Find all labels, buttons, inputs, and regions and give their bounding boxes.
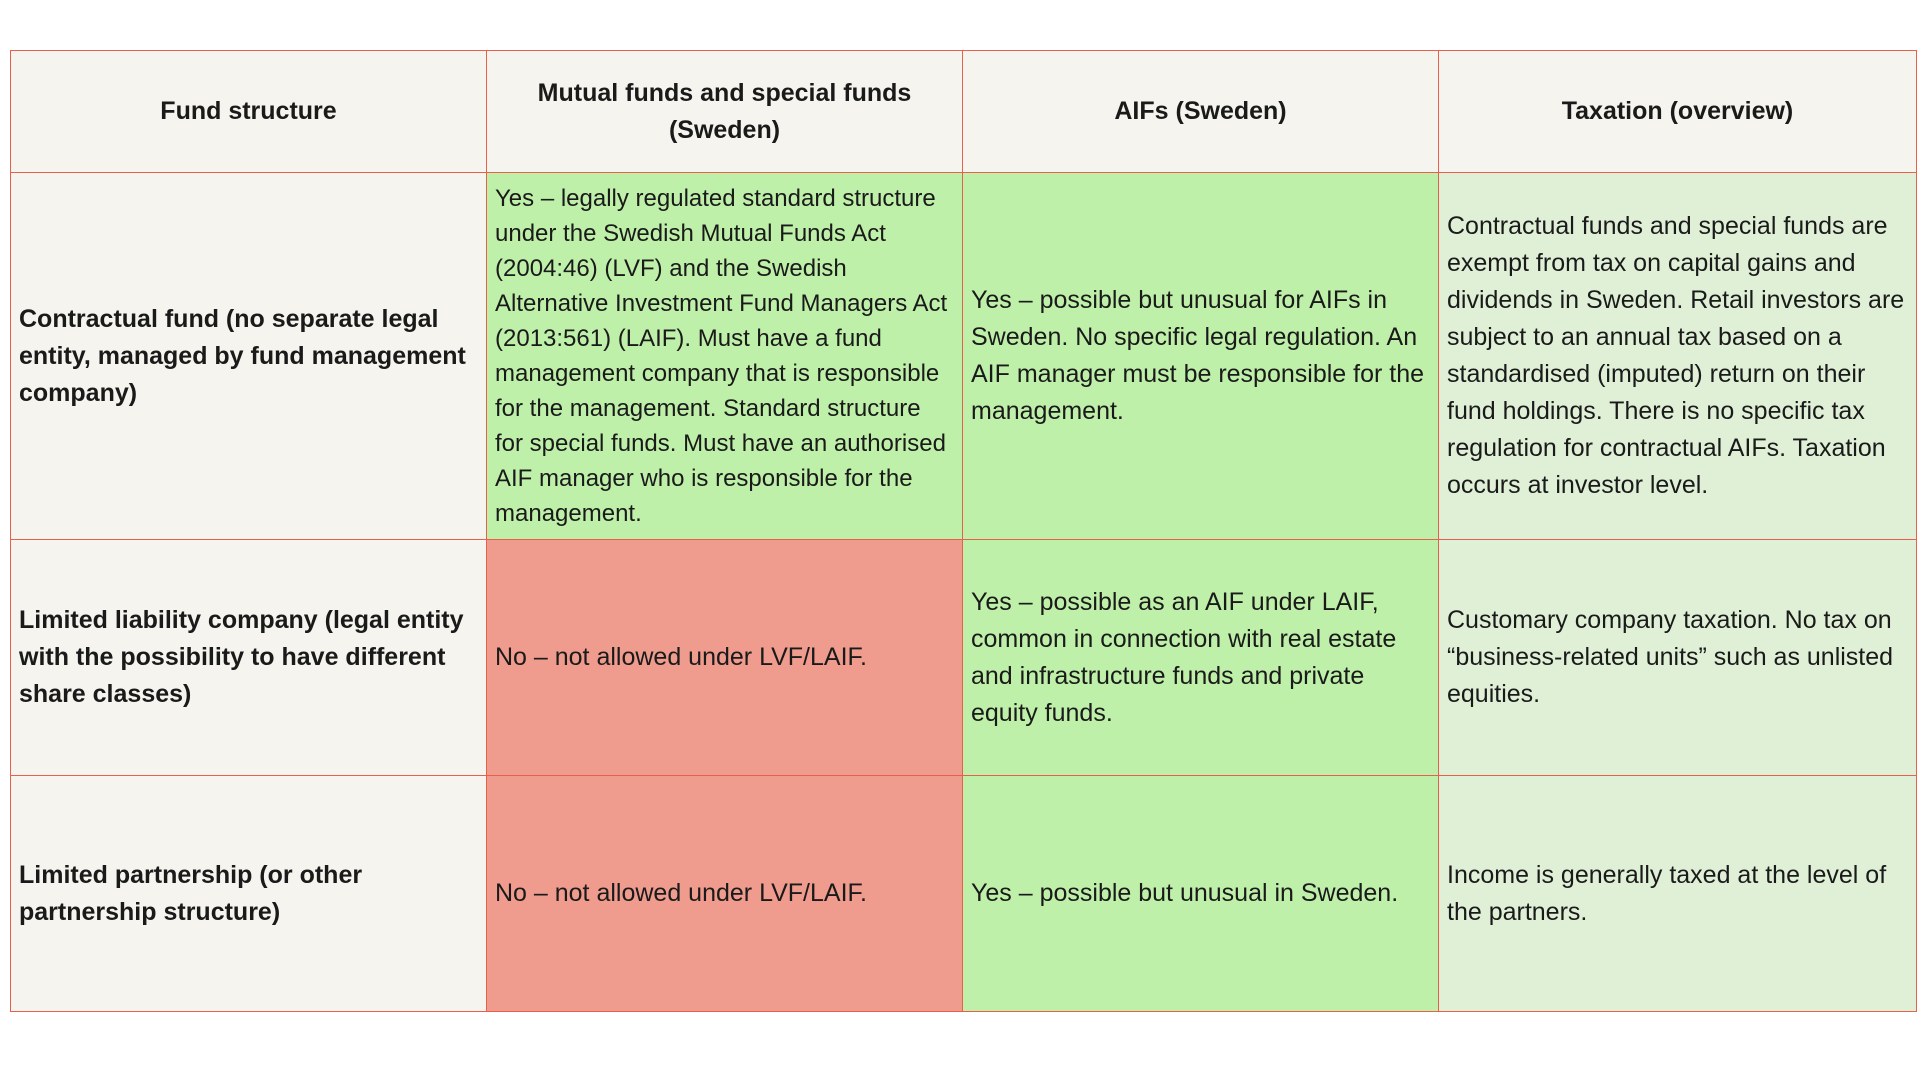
cell-llc-taxation: Customary company taxation. No tax on “b… [1438,539,1917,776]
row-label-contractual-fund: Contractual fund (no separate legal enti… [10,172,487,540]
cell-lp-mutual-funds: No – not allowed under LVF/LAIF. [486,775,963,1012]
fund-structure-table-container: Fund structure Mutual funds and special … [10,50,1917,1012]
cell-contractual-taxation: Contractual funds and special funds are … [1438,172,1917,540]
header-fund-structure: Fund structure [10,50,487,173]
header-mutual-funds: Mutual funds and special funds (Sweden) [486,50,963,173]
table-header-row: Fund structure Mutual funds and special … [10,50,1917,173]
cell-llc-aifs: Yes – possible as an AIF under LAIF, com… [962,539,1439,776]
cell-contractual-aifs: Yes – possible but unusual for AIFs in S… [962,172,1439,540]
table-row-contractual-fund: Contractual fund (no separate legal enti… [10,172,1917,540]
cell-lp-taxation: Income is generally taxed at the level o… [1438,775,1917,1012]
table-row-limited-partnership: Limited partnership (or other partnershi… [10,775,1917,1012]
table-row-limited-liability-company: Limited liability company (legal entity … [10,539,1917,776]
cell-llc-mutual-funds: No – not allowed under LVF/LAIF. [486,539,963,776]
fund-structure-table: Fund structure Mutual funds and special … [10,50,1917,1012]
row-label-limited-liability-company: Limited liability company (legal entity … [10,539,487,776]
cell-lp-aifs: Yes – possible but unusual in Sweden. [962,775,1439,1012]
header-aifs: AIFs (Sweden) [962,50,1439,173]
row-label-limited-partnership: Limited partnership (or other partnershi… [10,775,487,1012]
header-taxation: Taxation (overview) [1438,50,1917,173]
cell-contractual-mutual-funds: Yes – legally regulated standard structu… [486,172,963,540]
